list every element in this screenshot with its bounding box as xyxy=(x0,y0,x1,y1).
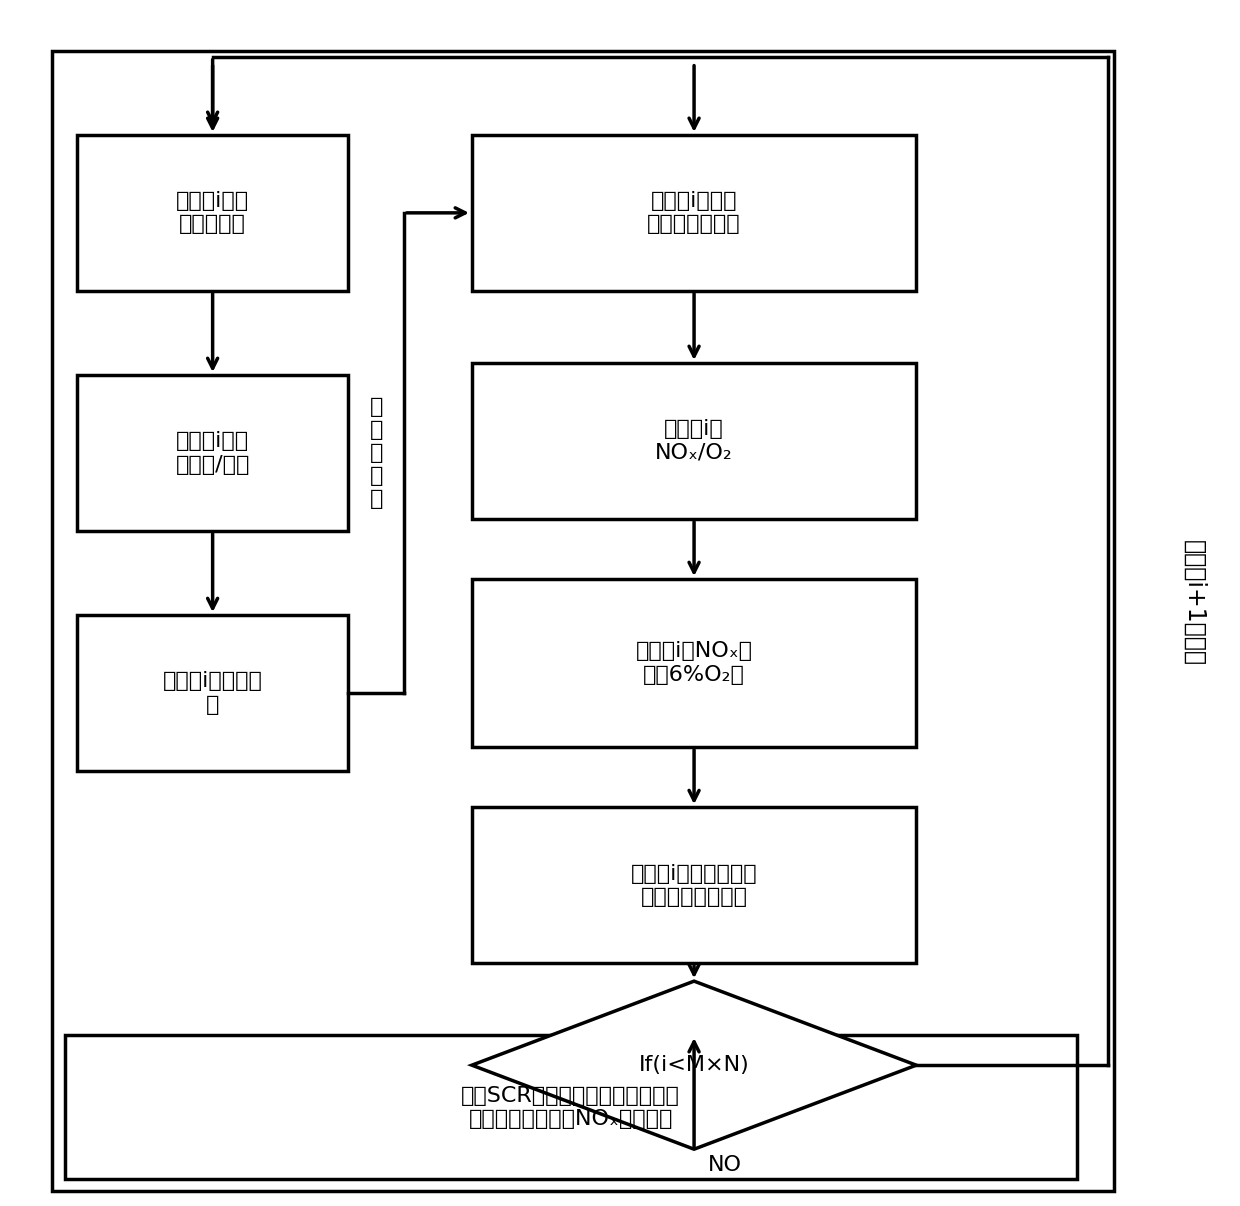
FancyBboxPatch shape xyxy=(77,135,348,291)
Text: 开启第i路皮
托管电磁阀: 开启第i路皮 托管电磁阀 xyxy=(176,192,249,234)
Text: 关闭第i路皮托管和烟
气测试管路电磁阀: 关闭第i路皮托管和烟 气测试管路电磁阀 xyxy=(631,863,758,907)
FancyBboxPatch shape xyxy=(472,363,916,519)
Text: 测
试
完
毕
后: 测 试 完 毕 后 xyxy=(370,397,383,509)
FancyBboxPatch shape xyxy=(472,579,916,747)
Text: 得到SCR脱硝系统的入口各布点在
每一个控制周期的NOₓ浓度分布: 得到SCR脱硝系统的入口各布点在 每一个控制周期的NOₓ浓度分布 xyxy=(461,1085,680,1129)
Text: NO: NO xyxy=(708,1155,742,1175)
Text: 计算第i点NOₓ浓
度（6%O₂）: 计算第i点NOₓ浓 度（6%O₂） xyxy=(636,642,753,685)
Text: 开启第i路烟气
测试管路电磁阀: 开启第i路烟气 测试管路电磁阀 xyxy=(647,192,740,234)
Polygon shape xyxy=(472,982,916,1149)
Text: 开始第i+1点测试: 开始第i+1点测试 xyxy=(1182,540,1207,666)
Text: 计算第i点烟气流
速: 计算第i点烟气流 速 xyxy=(162,672,263,715)
FancyBboxPatch shape xyxy=(472,807,916,964)
FancyBboxPatch shape xyxy=(77,615,348,771)
FancyBboxPatch shape xyxy=(77,375,348,531)
Text: 测试第i点
NOₓ/O₂: 测试第i点 NOₓ/O₂ xyxy=(655,420,733,463)
Text: 测试第i点烟
气静压/动压: 测试第i点烟 气静压/动压 xyxy=(175,432,249,474)
FancyBboxPatch shape xyxy=(472,135,916,291)
FancyBboxPatch shape xyxy=(64,1035,1076,1179)
Text: If(i<M×N): If(i<M×N) xyxy=(639,1055,749,1076)
